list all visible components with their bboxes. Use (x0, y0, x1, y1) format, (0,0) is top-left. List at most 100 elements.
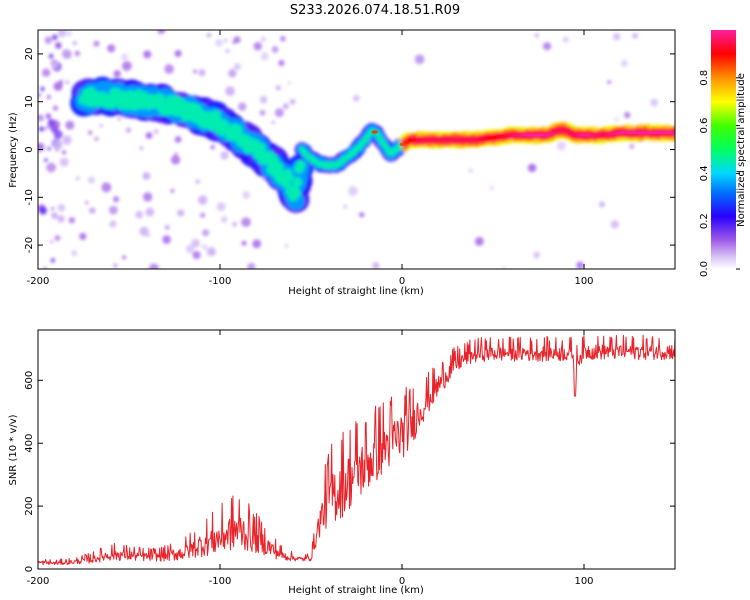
snr-series-line (38, 334, 675, 566)
heatmap-ridge-point (256, 142, 267, 153)
heatmap-noise-blob (206, 246, 216, 257)
heatmap-noise-blob (57, 215, 65, 223)
heatmap-noise-blob (50, 258, 56, 263)
heatmap-noise-blob (247, 262, 256, 269)
heatmap-noise-blob (629, 143, 635, 150)
heatmap-hotspots (371, 128, 675, 146)
heatmap-noise-blob (241, 240, 247, 246)
heatmap-noise-blob (623, 111, 631, 119)
heatmap-hotspot (399, 142, 406, 146)
heatmap-noise-blob (38, 93, 41, 97)
heatmap-noise-blob (474, 236, 484, 246)
heatmap-noise-blob (610, 220, 620, 229)
heatmap-noise-blob (489, 185, 494, 191)
heatmap-noise-blob (63, 50, 72, 59)
heatmap-noise-blob (164, 224, 170, 230)
heatmap-noise-blob (348, 186, 358, 197)
snr-y-ticks: 0 200 400 600 (24, 371, 675, 572)
heatmap-noise-blob (38, 142, 45, 152)
heatmap-noise-blob (57, 203, 66, 212)
heatmap-noise-blob (576, 261, 584, 269)
heatmap-noise-blob (278, 60, 285, 67)
heatmap-noise-blob (62, 135, 72, 145)
heatmap-noise-blob (43, 266, 47, 269)
heatmap-noise-blob (113, 196, 120, 203)
snr-x-tick-label--100: -100 (209, 576, 232, 587)
heatmap-noise-blob (38, 126, 44, 132)
heatmap-noise-blob (145, 232, 151, 238)
snr-x-ticks: -200 -100 0 100 (27, 330, 594, 587)
heatmap-noise (38, 30, 659, 269)
heatmap-noise-blob (191, 238, 201, 248)
heatmap-noise-blob (542, 42, 552, 51)
heatmap-noise-blob (120, 53, 129, 61)
heatmap-noise-blob (149, 263, 159, 269)
heatmap-noise-blob (72, 40, 77, 46)
heatmap-x-ticks: -200 -100 0 100 (27, 30, 594, 287)
heatmap-ridge-point (232, 124, 243, 135)
heatmap-x-tick-label-0: 0 (399, 276, 405, 287)
heatmap-noise-blob (224, 39, 228, 43)
figure-title: S233.2026.074.18.51.R09 (290, 3, 460, 18)
heatmap-hotspot (563, 129, 571, 133)
heatmap-x-tick-label--200: -200 (27, 276, 50, 287)
heatmap-noise-blob (614, 117, 619, 122)
heatmap-noise-blob (142, 172, 151, 180)
heatmap-noise-blob (44, 158, 48, 162)
heatmap-noise-blob (65, 120, 75, 130)
heatmap-noise-blob (275, 85, 281, 91)
heatmap-hotspot (547, 131, 555, 136)
heatmap-noise-blob (57, 30, 67, 38)
snr-y-tick-label-400: 400 (24, 434, 35, 453)
heatmap-noise-blob (46, 162, 57, 173)
heatmap-noise-blob (225, 48, 230, 54)
heatmap-noise-blob (38, 114, 44, 122)
heatmap-noise-blob (372, 262, 380, 269)
heatmap-noise-blob (533, 251, 540, 259)
heatmap-noise-blob (121, 61, 132, 71)
heatmap-ridge-point (292, 176, 303, 188)
snr-frame (37, 329, 676, 570)
heatmap-noise-blob (200, 212, 206, 218)
heatmap-noise-blob (85, 201, 89, 205)
heatmap-y-tick-label-20: 20 (24, 48, 35, 61)
heatmap-noise-blob (284, 243, 289, 248)
heatmap-noise-blob (68, 217, 75, 224)
colorbar: 0.0 0.2 0.4 0.6 0.8 Normalized spectral ampl… (699, 30, 747, 277)
snr-y-tick-label-200: 200 (24, 497, 35, 516)
heatmap-noise-blob (108, 205, 118, 215)
heatmap-noise-blob (122, 255, 127, 260)
heatmap-noise-blob (174, 152, 178, 156)
heatmap-noise-blob (45, 113, 52, 119)
heatmap-y-tick-label--20: -20 (24, 237, 35, 253)
heatmap-x-tick-label--100: -100 (209, 276, 232, 287)
heatmap-noise-blob (94, 136, 99, 142)
heatmap-noise-blob (260, 36, 266, 42)
heatmap-noise-blob (210, 144, 215, 150)
heatmap-noise-blob (287, 81, 291, 85)
heatmap-noise-blob (241, 217, 251, 228)
heatmap-y-tick-label-0: 0 (24, 146, 35, 152)
heatmap-y-tick-label--10: -10 (24, 189, 35, 205)
colorbar-tick-label-0.6: 0.6 (699, 118, 710, 134)
heatmap-noise-blob (271, 120, 275, 125)
heatmap-noise-blob (52, 105, 59, 111)
heatmap-noise-blob (51, 62, 59, 69)
heatmap-noise-blob (621, 60, 628, 67)
heatmap-ridge-point (283, 172, 294, 183)
heatmap-noise-blob (79, 232, 87, 240)
heatmap-noise-blob (52, 140, 63, 150)
snr-x-tick-label-0: 0 (399, 576, 405, 587)
heatmap-noise-blob (252, 239, 262, 249)
colorbar-label: Normalized spectral amplitude (736, 73, 747, 227)
heatmap-noise-blob (135, 210, 144, 219)
heatmap-noise-blob (107, 44, 116, 53)
heatmap-noise-blob (198, 69, 206, 77)
heatmap-noise-blob (47, 118, 56, 127)
heatmap-noise-blob (87, 176, 95, 184)
heatmap-noise-blob (612, 32, 621, 41)
heatmap-ridge-point (363, 137, 369, 144)
heatmap-noise-blob (271, 46, 279, 53)
heatmap-noise-blob (51, 34, 58, 41)
